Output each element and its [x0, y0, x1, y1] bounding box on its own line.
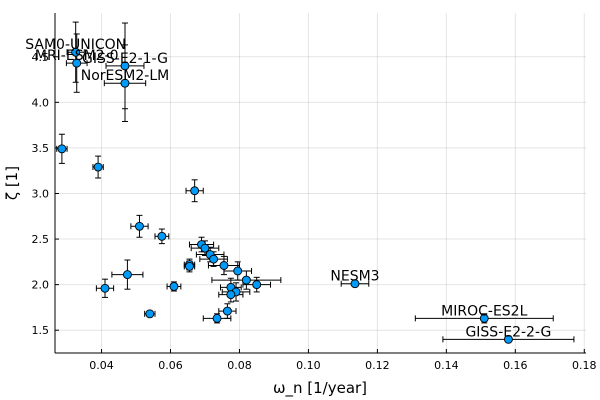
- point-label: GISS-E2-2-G: [465, 324, 551, 340]
- data-point: [120, 78, 130, 88]
- data-point: [120, 61, 130, 71]
- data-point: [71, 47, 81, 57]
- data-point: [190, 186, 200, 196]
- data-point: [93, 162, 103, 172]
- x-tick-label: 0.04: [89, 359, 114, 372]
- x-axis-title: ω_n [1/year]: [273, 379, 367, 398]
- ticks: 0.04 0.06 0.08 0.10 0.12 0.14 0.16 0.18 1.5 2.0 2.…: [32, 51, 597, 372]
- y-tick-label: 3.5: [32, 142, 50, 155]
- x-tick-label: 0.08: [227, 359, 252, 372]
- data-point: [219, 261, 229, 270]
- data-point: [222, 306, 232, 316]
- y-tick-label: 2.5: [32, 233, 50, 246]
- data-point: [241, 275, 251, 285]
- point-labels: SAM0-UNICONMRI-ESM2-0GISS-E2-1-GNorESM2-…: [25, 37, 551, 340]
- point-label: MRI-ESM2-0: [35, 48, 119, 64]
- data-point: [57, 144, 67, 154]
- data-point: [212, 313, 222, 323]
- data-point: [145, 309, 155, 319]
- data-point: [252, 280, 262, 290]
- data-points: [57, 47, 513, 344]
- x-tick-label: 0.16: [503, 359, 528, 372]
- point-label: NESM3: [330, 269, 379, 285]
- data-point: [157, 231, 167, 241]
- data-point: [226, 290, 236, 300]
- y-tick-label: 4.0: [32, 96, 50, 109]
- x-tick-label: 0.12: [365, 359, 390, 372]
- data-point: [100, 283, 110, 293]
- y-tick-label: 2.0: [32, 279, 50, 292]
- y-tick-label: 3.0: [32, 187, 50, 200]
- point-label: GISS-E2-1-G: [82, 51, 168, 67]
- data-point: [503, 334, 513, 344]
- data-point: [185, 261, 194, 271]
- y-axis-title: ζ [1]: [3, 166, 21, 200]
- x-tick-label: 0.06: [158, 359, 183, 372]
- axes-frame: [54, 13, 586, 354]
- point-label: SAM0-UNICON: [25, 37, 126, 53]
- point-label: MIROC-ES2L: [441, 303, 527, 319]
- point-label: NorESM2-LM: [81, 68, 169, 84]
- grid: [55, 13, 586, 353]
- x-tick-label: 0.18: [572, 359, 597, 372]
- data-point: [72, 58, 82, 68]
- x-tick-label: 0.14: [434, 359, 459, 372]
- y-tick-label: 4.5: [32, 51, 50, 64]
- data-point: [135, 221, 144, 231]
- y-tick-label: 1.5: [32, 324, 50, 337]
- x-tick-label: 0.10: [296, 359, 321, 372]
- data-point: [169, 282, 179, 291]
- data-point: [350, 279, 360, 289]
- data-point: [209, 254, 219, 264]
- data-point: [233, 266, 243, 276]
- data-point: [479, 313, 489, 323]
- data-point: [200, 243, 210, 253]
- data-point: [122, 270, 132, 280]
